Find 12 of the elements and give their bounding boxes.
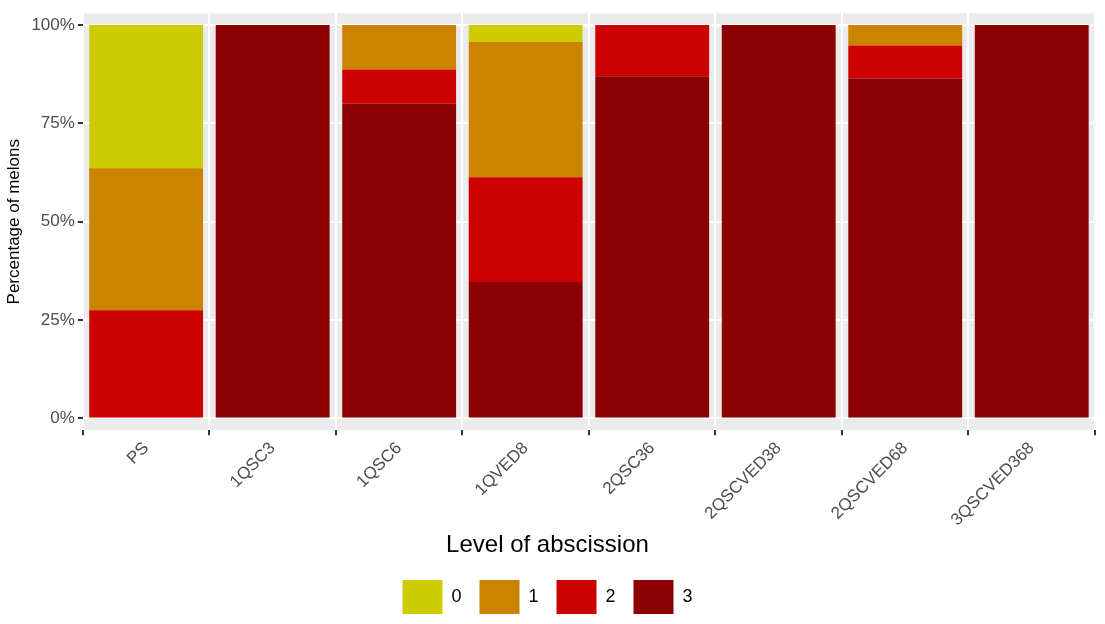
legend-label: 1	[528, 585, 539, 606]
legend-label: 2	[605, 585, 616, 606]
legend-title: Level of abscission	[446, 529, 649, 557]
x-tick-label: PS	[122, 438, 153, 468]
legend-label: 0	[451, 585, 462, 606]
y-axis-title: Percentage of melons	[3, 139, 23, 305]
y-tick-label: 75%	[40, 113, 75, 133]
y-tick-label: 0%	[50, 408, 75, 428]
legend-label: 3	[682, 585, 693, 606]
y-tick-label: 25%	[40, 309, 75, 329]
y-tick-label: 50%	[40, 211, 75, 231]
y-tick-label: 100%	[31, 14, 75, 34]
